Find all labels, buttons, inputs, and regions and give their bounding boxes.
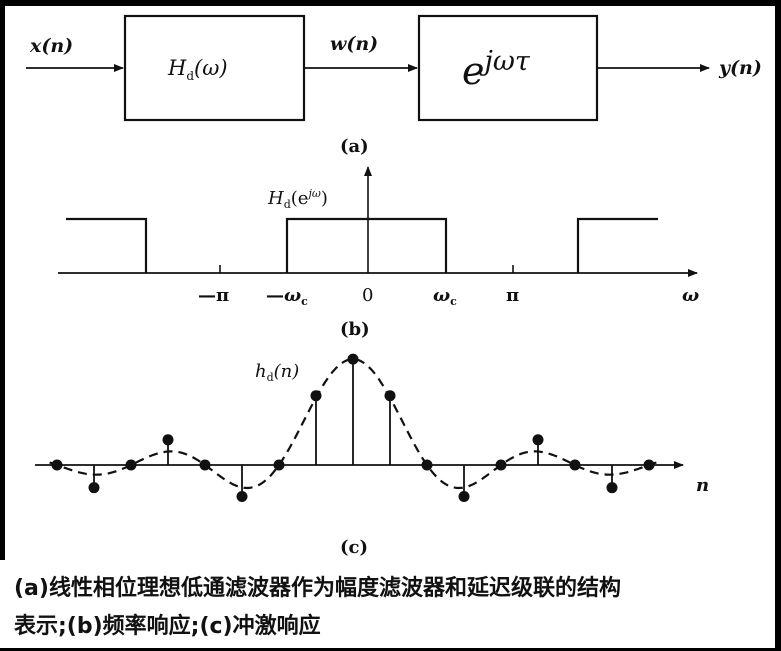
sample-dot bbox=[88, 482, 100, 494]
delay-box-base: e bbox=[462, 49, 485, 93]
sample-dot bbox=[532, 434, 544, 446]
sample-dot bbox=[273, 459, 285, 471]
scan-border-right bbox=[775, 0, 781, 651]
frequency-response-plot: Hd(ejω) —π —ωc 0 ωc π ω (b) bbox=[58, 166, 699, 340]
sample-dot bbox=[236, 491, 248, 502]
sub-caption-a: (a) bbox=[340, 136, 369, 157]
impulse-response-plot: hd(n) n (c) bbox=[35, 353, 709, 558]
sinc-envelope-dashed bbox=[49, 358, 657, 490]
sample-dot bbox=[458, 491, 470, 502]
caption-line-1: (a)线性相位理想低通滤波器作为幅度滤波器和延迟级联的结构 bbox=[14, 576, 621, 601]
sample-dot bbox=[384, 390, 396, 402]
delay-box-exponent: jωτ bbox=[480, 46, 531, 77]
sample-dot bbox=[347, 353, 359, 365]
impulse-x-label: n bbox=[696, 475, 709, 496]
tick-wc-sub: c bbox=[450, 295, 457, 308]
passband-main bbox=[285, 217, 448, 273]
freq-y-label-sub: d bbox=[284, 198, 291, 211]
freq-y-label-sup: jω bbox=[305, 187, 320, 200]
freq-y-label: Hd(ejω) bbox=[267, 187, 328, 211]
figure-canvas: x(n) Hd(ω) w(n) ejωτ y(n) (a) Hd(ejω) —π… bbox=[26, 14, 762, 558]
sample-dot bbox=[310, 390, 322, 402]
tick-label-zero: 0 bbox=[362, 285, 373, 306]
scan-border-top bbox=[0, 0, 781, 6]
tick-label-pi: π bbox=[506, 285, 519, 306]
impulse-y-label-sub: d bbox=[267, 371, 274, 384]
filter-box-main: H bbox=[167, 56, 187, 80]
sample-dot bbox=[606, 482, 618, 494]
sample-dot bbox=[643, 459, 655, 471]
sample-dot bbox=[199, 459, 211, 471]
impulse-y-label-arg: (n) bbox=[274, 361, 300, 382]
scan-border-left bbox=[0, 0, 5, 560]
block-diagram: x(n) Hd(ω) w(n) ejωτ y(n) (a) bbox=[26, 14, 762, 157]
impulse-y-label: hd(n) bbox=[255, 361, 299, 384]
freq-y-label-arg: (e bbox=[291, 188, 309, 209]
figure-caption: (a)线性相位理想低通滤波器作为幅度滤波器和延迟级联的结构 表示;(b)频率响应… bbox=[14, 570, 774, 646]
freq-x-label: ω bbox=[682, 285, 699, 306]
tick-label-neg-wc: —ωc bbox=[266, 285, 308, 308]
filter-box-sub: d bbox=[186, 69, 194, 83]
filter-box-arg: (ω) bbox=[194, 56, 228, 80]
impulse-y-label-main: h bbox=[255, 361, 267, 382]
tick-label-neg-pi: —π bbox=[198, 285, 229, 306]
output-label: y(n) bbox=[718, 57, 762, 79]
tick-neg-wc-main: ω bbox=[284, 285, 301, 306]
sample-dot bbox=[125, 459, 137, 471]
sample-dot bbox=[162, 434, 174, 446]
sub-caption-b: (b) bbox=[340, 319, 370, 340]
input-label: x(n) bbox=[29, 35, 73, 57]
passband-right-replica bbox=[576, 217, 658, 273]
caption-line-2: 表示;(b)频率响应;(c)冲激响应 bbox=[14, 614, 321, 639]
sample-dot bbox=[51, 459, 63, 471]
sample-dot bbox=[495, 459, 507, 471]
freq-y-label-main: H bbox=[267, 188, 284, 209]
sample-dot bbox=[569, 459, 581, 471]
impulse-stems bbox=[51, 353, 655, 502]
delay-box-label: ejωτ bbox=[462, 46, 531, 93]
tick-neg-wc-sign: — bbox=[266, 285, 284, 306]
sample-dot bbox=[421, 459, 433, 471]
tick-wc-main: ω bbox=[433, 285, 450, 306]
filter-box-label: Hd(ω) bbox=[167, 56, 228, 83]
scan-border-bottom bbox=[0, 648, 781, 651]
middle-label: w(n) bbox=[330, 33, 378, 55]
tick-label-wc: ωc bbox=[433, 285, 457, 308]
passband-left-replica bbox=[66, 217, 148, 273]
tick-neg-wc-sub: c bbox=[301, 295, 308, 308]
sub-caption-c: (c) bbox=[340, 537, 368, 558]
freq-y-label-close: ) bbox=[321, 188, 328, 209]
